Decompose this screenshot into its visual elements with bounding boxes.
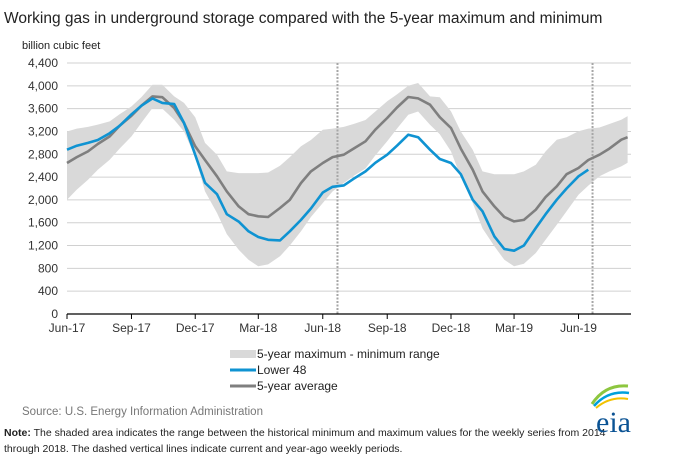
x-tick-label: Mar-19 bbox=[495, 321, 533, 335]
legend: 5-year maximum - minimum range Lower 48 … bbox=[230, 347, 440, 393]
y-tick-label: 4,400 bbox=[28, 56, 58, 70]
source-text: Source: U.S. Energy Information Administ… bbox=[22, 406, 263, 418]
x-tick-label: Sep-18 bbox=[368, 321, 407, 335]
y-tick-label: 1,200 bbox=[28, 239, 58, 253]
y-axis-label: billion cubic feet bbox=[22, 40, 100, 52]
x-tick-label: Jun-17 bbox=[49, 321, 86, 335]
legend-label-average: 5-year average bbox=[257, 379, 338, 393]
x-tick-label: Dec-17 bbox=[176, 321, 215, 335]
legend-label-lower48: Lower 48 bbox=[257, 363, 307, 377]
legend-label-range: 5-year maximum - minimum range bbox=[257, 347, 440, 361]
x-tick-label: Sep-17 bbox=[112, 321, 151, 335]
x-tick-label: Jun-19 bbox=[560, 321, 597, 335]
y-tick-label: 2,400 bbox=[28, 170, 58, 184]
y-tick-label: 800 bbox=[38, 261, 58, 275]
svg-text:eia: eia bbox=[596, 406, 631, 439]
chart-title: Working gas in underground storage compa… bbox=[4, 10, 602, 27]
y-tick-label: 3,600 bbox=[28, 102, 58, 116]
y-tick-label: 3,200 bbox=[28, 124, 58, 138]
x-tick-label: Dec-18 bbox=[432, 321, 471, 335]
y-tick-label: 1,600 bbox=[28, 216, 58, 230]
range-band bbox=[67, 83, 628, 267]
x-tick-label: Mar-18 bbox=[239, 321, 277, 335]
series-line-lower48 bbox=[66, 97, 590, 252]
eia-logo: eia bbox=[590, 384, 631, 439]
x-tick-label: Jun-18 bbox=[304, 321, 341, 335]
note-line-2: through 2018. The dashed vertical lines … bbox=[4, 443, 402, 455]
y-tick-label: 400 bbox=[38, 284, 58, 298]
series-line-5yr-average bbox=[66, 95, 629, 223]
legend-swatch-range bbox=[230, 350, 256, 358]
y-tick-label: 2,800 bbox=[28, 147, 58, 161]
y-tick-label: 4,000 bbox=[28, 79, 58, 93]
note-line-1: Note: The shaded area indicates the rang… bbox=[4, 427, 606, 439]
y-tick-label: 2,000 bbox=[28, 193, 58, 207]
y-tick-label: 0 bbox=[51, 307, 58, 321]
